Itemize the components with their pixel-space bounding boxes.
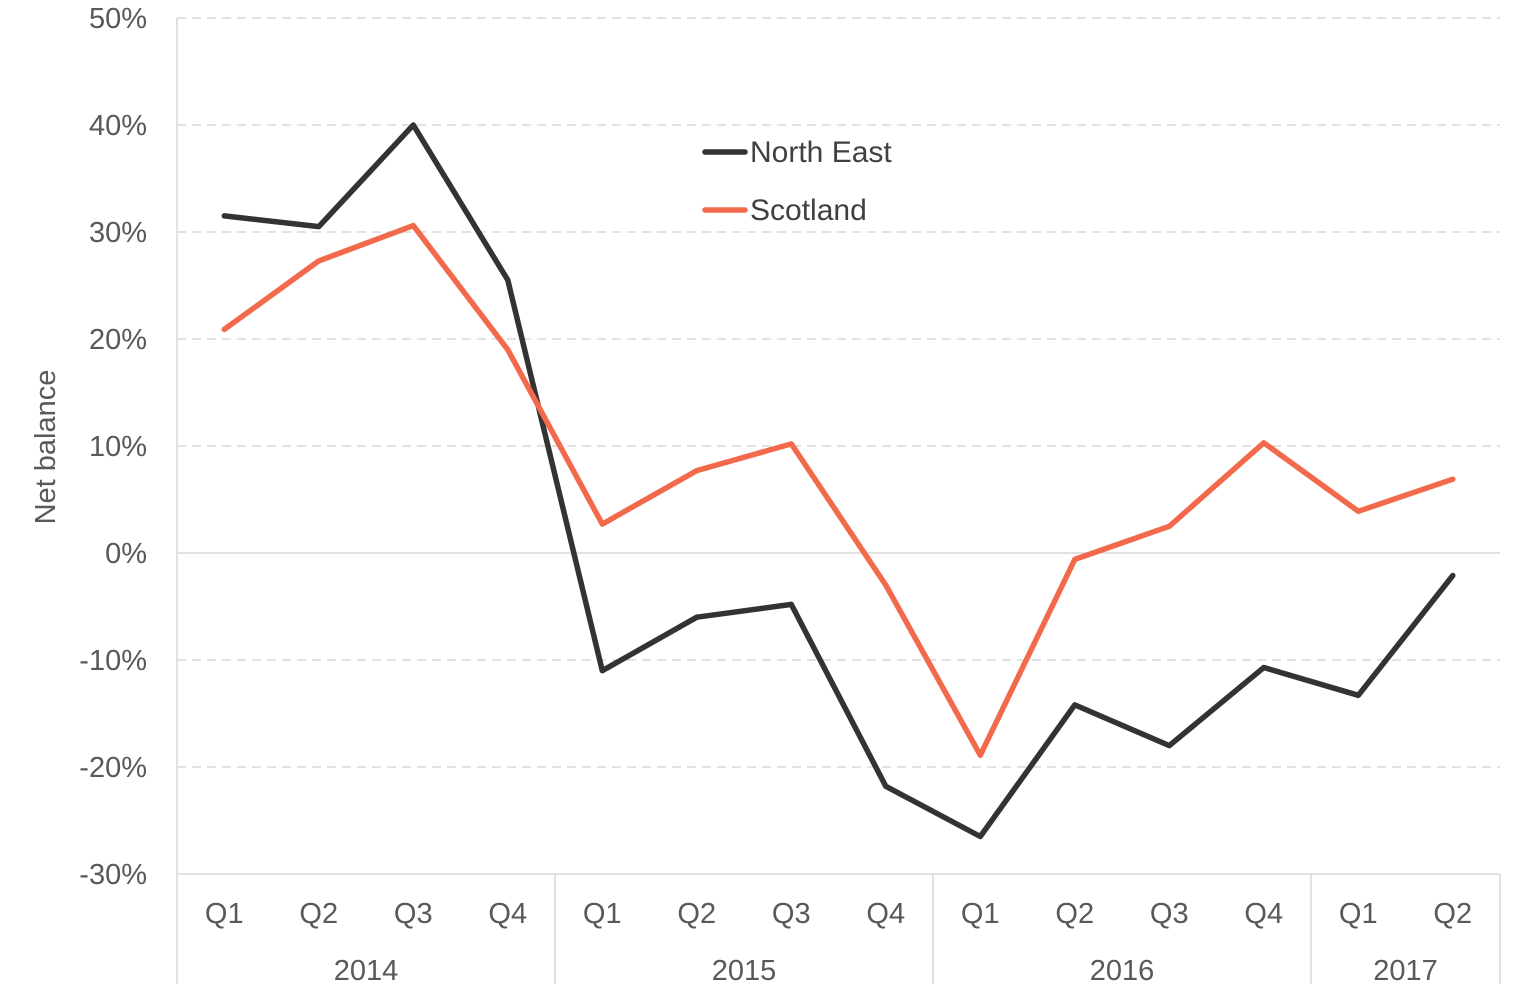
x-tick-label: Q4 [1244, 898, 1283, 930]
x-group-label: 2016 [1090, 955, 1155, 984]
y-tick-label: -30% [79, 859, 147, 891]
x-tick-label: Q1 [1339, 898, 1378, 930]
x-tick-label: Q3 [1150, 898, 1189, 930]
legend-label: Scotland [750, 194, 867, 227]
series-lines [221, 122, 1456, 840]
y-tick-label: 50% [89, 3, 147, 35]
y-tick-label: 10% [89, 431, 147, 463]
grid-lines [177, 17, 1500, 875]
x-tick-label: Q2 [299, 898, 338, 930]
x-tick-label: Q2 [1055, 898, 1094, 930]
y-axis-title: Net balance [30, 370, 62, 525]
x-tick-label: Q4 [866, 898, 905, 930]
y-axis: 50% 40% 30% 20% 10% 0% -10% -20% -30% [79, 3, 178, 984]
y-tick-label: 30% [89, 217, 147, 249]
legend: North East Scotland [702, 136, 892, 227]
x-group-label: 2014 [334, 955, 399, 984]
y-tick-label: 40% [89, 110, 147, 142]
series-line-north-east [221, 122, 1456, 840]
x-group-label: 2015 [712, 955, 777, 984]
y-tick-label: -10% [79, 645, 147, 677]
x-tick-label: Q2 [1433, 898, 1472, 930]
x-tick-label: Q1 [205, 898, 244, 930]
x-axis: Q1 Q2 Q3 Q4 Q1 Q2 Q3 Q4 Q1 Q2 Q3 Q4 Q1 Q2 2014 2015 2016… [205, 874, 1501, 984]
legend-label: North East [750, 136, 892, 169]
x-group-label: 2017 [1373, 955, 1438, 984]
x-tick-label: Q3 [772, 898, 811, 930]
series-line-scotland [221, 222, 1456, 758]
x-tick-label: Q1 [961, 898, 1000, 930]
y-tick-label: -20% [79, 752, 147, 784]
x-tick-label: Q2 [677, 898, 716, 930]
x-tick-label: Q4 [488, 898, 527, 930]
x-tick-label: Q1 [583, 898, 622, 930]
x-tick-label: Q3 [394, 898, 433, 930]
y-tick-label: 0% [105, 538, 147, 570]
y-tick-label: 20% [89, 324, 147, 356]
